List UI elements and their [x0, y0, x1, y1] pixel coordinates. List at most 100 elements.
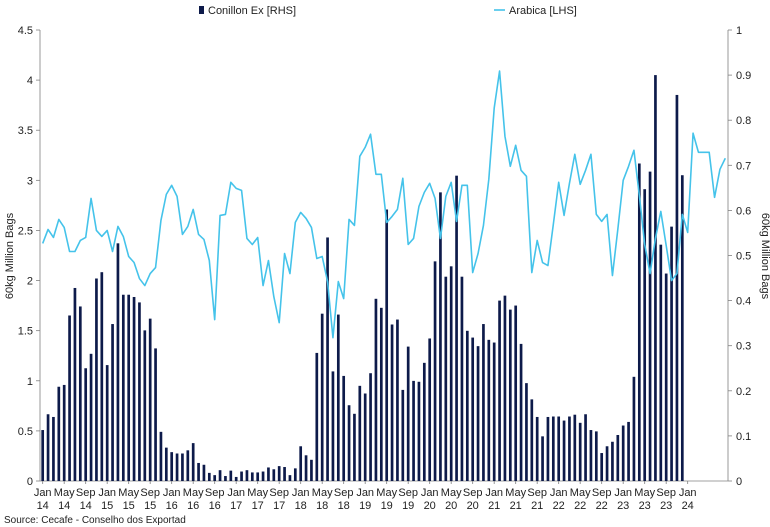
bar-conillon	[417, 381, 421, 481]
bar-conillon	[551, 416, 555, 481]
bar-conillon	[111, 324, 114, 481]
bar-conillon	[664, 273, 668, 481]
bar-conillon	[250, 472, 254, 481]
bar-conillon	[482, 324, 485, 481]
bar-conillon	[132, 296, 136, 481]
bar-conillon	[675, 94, 679, 481]
bar-conillon	[95, 278, 98, 481]
left-axis-title: 60kg Million Bags	[4, 212, 16, 299]
bar-conillon	[52, 416, 55, 481]
right-axis-ticks: 0 0.1 0.2 0.3 0.4 0.5 0.6 0.7 0.8 0.9 1	[728, 25, 751, 488]
x-tick-year: 17	[252, 500, 264, 512]
bar-conillon	[202, 464, 206, 481]
right-tick-label: 0.1	[736, 431, 751, 443]
x-tick-month: Sep	[463, 487, 483, 499]
right-tick-label: 0.8	[736, 115, 751, 127]
right-tick-label: 0.5	[736, 251, 751, 263]
left-tick-label: 2	[27, 276, 33, 288]
x-tick-year: 20	[467, 500, 479, 512]
bar-conillon	[428, 338, 432, 481]
bar-conillon	[621, 425, 625, 481]
right-tick-label: 0.9	[736, 70, 751, 82]
x-tick-month: Sep	[398, 487, 418, 499]
x-tick-year: 15	[144, 500, 156, 512]
x-tick-month: Jan	[163, 487, 181, 499]
bar-conillon	[154, 348, 157, 481]
bar-conillon	[207, 472, 211, 481]
bar-conillon	[315, 352, 319, 481]
bar-conillon	[191, 443, 195, 481]
bar-conillon	[336, 314, 340, 481]
bar-conillon	[460, 276, 464, 481]
bar-conillon	[100, 272, 104, 481]
x-tick-year: 17	[230, 500, 242, 512]
bar-conillon	[363, 393, 367, 481]
bar-conillon	[374, 298, 378, 481]
left-tick-label: 0.5	[18, 426, 33, 438]
bar-conillon	[245, 470, 249, 481]
right-tick-label: 0.4	[736, 296, 751, 308]
x-tick-month: Sep	[527, 487, 547, 499]
bar-conillon	[224, 476, 227, 481]
bar-conillon	[213, 475, 217, 481]
bar-conillon	[498, 300, 501, 481]
bar-conillon	[632, 376, 636, 481]
bar-conillon	[396, 319, 399, 481]
line-arabica-layer	[41, 70, 727, 339]
x-tick-year: 22	[553, 500, 565, 512]
bar-conillon	[605, 446, 609, 481]
x-tick-year: 18	[295, 500, 307, 512]
bar-conillon	[310, 459, 313, 481]
left-axis-ticks: 0 0.5 1 1.5 2 2.5 3 3.5 4 4.5	[18, 25, 40, 488]
bar-conillon	[218, 470, 222, 481]
x-tick-year: 23	[617, 500, 629, 512]
right-axis-title: 60kg Million Bags	[759, 213, 770, 300]
x-tick-month: May	[54, 487, 75, 499]
bar-conillon	[197, 462, 200, 481]
x-tick-year: 24	[682, 500, 694, 512]
bar-conillon	[584, 414, 587, 481]
bar-conillon	[600, 453, 604, 481]
x-tick-year: 14	[58, 500, 70, 512]
bar-conillon	[514, 305, 518, 481]
bar-conillon	[562, 420, 566, 481]
right-tick-label: 0.7	[736, 160, 751, 172]
source-note: Source: Cecafe - Conselho dos Exportad	[4, 515, 186, 526]
bar-conillon	[304, 455, 308, 481]
x-tick-month: Jan	[292, 487, 310, 499]
x-tick-month: Jan	[614, 487, 632, 499]
bar-conillon	[267, 467, 270, 481]
right-tick-label: 0.2	[736, 386, 751, 398]
bar-conillon	[256, 472, 260, 481]
x-tick-year: 14	[37, 500, 49, 512]
bar-conillon	[530, 399, 534, 481]
bar-conillon	[379, 307, 383, 481]
bar-conillon	[659, 244, 663, 481]
x-tick-month: May	[183, 487, 204, 499]
right-tick-label: 0	[736, 476, 742, 488]
bar-conillon	[568, 416, 571, 481]
x-tick-year: 23	[660, 500, 672, 512]
x-tick-year: 14	[80, 500, 92, 512]
x-tick-month: May	[634, 487, 655, 499]
bar-conillon	[283, 467, 286, 481]
left-tick-label: 1.5	[18, 326, 33, 338]
bar-conillon	[546, 416, 550, 481]
bar-conillon	[159, 431, 163, 481]
bar-conillon	[680, 175, 684, 482]
left-tick-label: 3	[27, 175, 33, 187]
bar-conillon	[186, 450, 190, 481]
bar-conillon	[288, 475, 292, 481]
x-tick-month: Sep	[656, 487, 676, 499]
bar-conillon	[170, 452, 174, 481]
bar-conillon	[492, 342, 496, 481]
x-tick-year: 18	[338, 500, 350, 512]
left-tick-label: 1	[27, 376, 33, 388]
x-tick-month: Sep	[205, 487, 225, 499]
bar-conillon	[148, 318, 152, 481]
bar-conillon	[578, 422, 582, 481]
axes	[39, 30, 729, 482]
x-tick-month: Jan	[550, 487, 568, 499]
legend: Conillon Ex [RHS] Arabica [LHS]	[199, 5, 577, 17]
x-tick-month: Sep	[269, 487, 289, 499]
